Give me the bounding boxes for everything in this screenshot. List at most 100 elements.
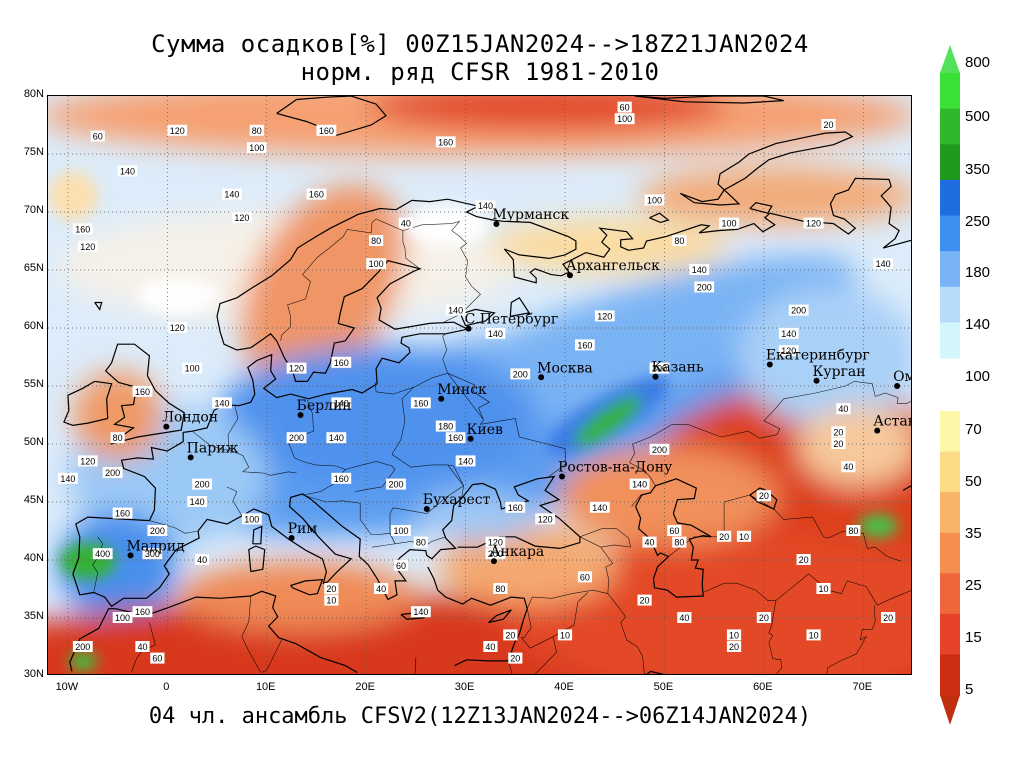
contour-value-text: 200 [791, 306, 806, 316]
contour-value-label: 40 [373, 583, 389, 594]
contour-value-label: 140 [117, 165, 138, 177]
contour-value-label: 140 [475, 200, 496, 212]
city-dot [467, 435, 474, 442]
contour-value-text: 100 [647, 195, 662, 205]
contour-value-text: 20 [510, 654, 520, 664]
city-marker: Минск [437, 382, 487, 402]
contour-label-bg [72, 223, 93, 235]
contour-label-bg [135, 641, 150, 652]
contour-label-bg [756, 612, 771, 623]
contour-label-bg [788, 304, 809, 316]
longitude-tick-label: 30E [454, 681, 475, 693]
city-name: Астана [873, 414, 912, 430]
contour-value-text: 120 [597, 311, 612, 321]
longitude-tick-label: 10W [55, 681, 79, 693]
contour-value-text: 140 [478, 201, 493, 211]
city-marker: Бухарест [423, 492, 491, 512]
contour-value-text: 180 [438, 422, 453, 432]
contour-value-text: 10 [560, 630, 570, 640]
contour-value-text: 120 [806, 219, 821, 229]
contour-label-bg [241, 513, 262, 525]
contour-value-label: 200 [192, 478, 213, 490]
contour-value-label: 160 [574, 339, 595, 351]
contour-value-label: 10 [736, 530, 752, 542]
contour-label-bg [286, 362, 307, 374]
contour-value-text: 10 [809, 630, 819, 640]
contour-value-label: 40 [836, 403, 851, 415]
contour-value-text: 20 [719, 532, 729, 542]
contour-label-bg [324, 594, 339, 606]
contour-value-label: 80 [846, 525, 861, 536]
contour-value-label: 160 [410, 397, 431, 409]
contour-value-text: 120 [781, 346, 796, 356]
contour-value-label: 20 [831, 438, 846, 449]
contour-value-text: 60 [669, 526, 679, 536]
contour-value-text: 80 [252, 126, 262, 136]
contour-value-label: 200 [72, 641, 93, 652]
contour-value-label: 200 [788, 304, 809, 316]
contour-value-label: 160 [331, 356, 352, 368]
colorbar-tick-label: 180 [965, 264, 991, 281]
contour-value-text: 10 [739, 532, 749, 542]
contour-value-text: 140 [214, 398, 229, 408]
contour-value-text: 60 [93, 132, 103, 142]
latitude-tick-label: 65N [23, 262, 44, 274]
contour-label-bg [629, 478, 650, 490]
coast-iceland-like [94, 301, 103, 311]
city-markers: Мурманск Архангельск С.Петербург Москва Каза… [127, 207, 912, 565]
contour-label-bg [57, 472, 78, 484]
city-dot [493, 220, 500, 227]
contour-label-bg [803, 217, 824, 229]
contour-label-bg [881, 612, 896, 623]
contour-value-text: 100 [244, 514, 259, 524]
border-27 [629, 381, 911, 507]
contour-value-label: 60 [90, 130, 105, 142]
contour-label-bg [77, 240, 98, 252]
contour-label-bg [836, 403, 851, 415]
city-name: Курган [813, 364, 866, 380]
coast-vaygach [749, 202, 773, 214]
city-dot [538, 374, 545, 381]
contour-value-text: 160 [135, 607, 150, 617]
contour-value-label: 80 [249, 124, 264, 136]
border-28 [447, 372, 490, 420]
border-30 [447, 464, 464, 499]
contour-label-bg [331, 397, 352, 409]
contour-value-text: 80 [495, 584, 505, 594]
contour-value-text: 20 [729, 642, 739, 652]
city-name: Казань [651, 360, 703, 376]
contour-value-text: 200 [388, 480, 403, 490]
contour-value-text: 160 [577, 340, 592, 350]
border-18 [508, 660, 513, 674]
contour-value-text: 20 [326, 584, 336, 594]
contour-value-label: 100 [246, 142, 267, 154]
contour-value-label: 140 [485, 327, 506, 339]
contour-value-label: 20 [756, 612, 771, 623]
contour-label-bg [192, 478, 213, 490]
contour-label-bg [672, 235, 687, 246]
contour-label-bg [642, 536, 657, 548]
border-15 [607, 593, 645, 674]
contour-value-label: 20 [821, 119, 836, 130]
contour-label-bg [410, 397, 431, 409]
longitude-tick-label: 50E [653, 681, 674, 693]
contour-label-bg [821, 119, 836, 130]
contour-value-text: 20 [823, 120, 833, 130]
contour-label-bg [150, 652, 165, 664]
contour-value-label: 60 [150, 652, 165, 664]
contour-value-label: 140 [326, 432, 347, 444]
city-marker: Казань [651, 360, 704, 380]
contour-label-bg [637, 594, 652, 606]
city-marker: Берлин [297, 398, 352, 418]
city-dot [127, 552, 134, 559]
contour-label-bg [212, 397, 232, 409]
contour-value-label: 60 [617, 101, 632, 113]
city-name: Рим [288, 521, 318, 537]
coast-persian-gulf [646, 670, 665, 674]
contour-value-label: 120 [594, 310, 615, 322]
contour-value-text: 140 [448, 306, 463, 316]
city-marker: Мурманск [492, 207, 569, 227]
contour-value-text: 40 [645, 538, 655, 548]
contour-label-bg [841, 461, 856, 473]
city-name: Киев [467, 422, 503, 438]
